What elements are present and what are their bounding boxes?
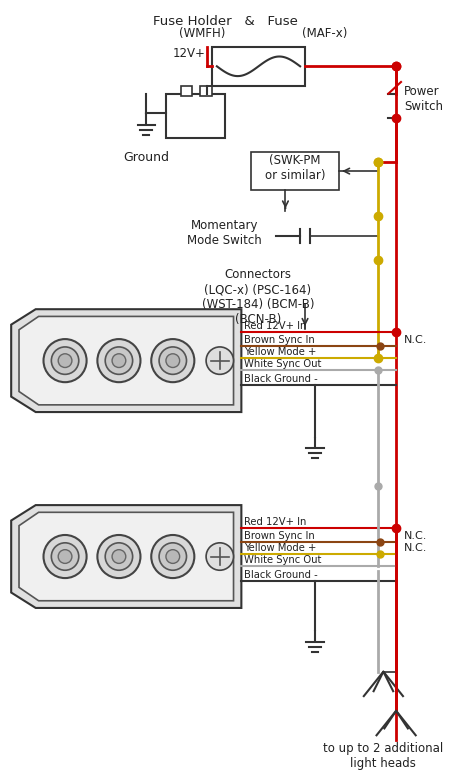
Circle shape [44,339,87,382]
Bar [251,152,339,190]
Circle shape [206,543,234,570]
Text: Ground: Ground [123,151,169,163]
Polygon shape [19,512,234,601]
Circle shape [105,347,133,375]
Text: Yellow Mode +: Yellow Mode + [244,543,316,553]
Text: Brown Sync In: Brown Sync In [244,335,315,346]
Circle shape [206,347,234,375]
Circle shape [159,543,186,570]
Text: (MAF-x): (MAF-x) [302,27,347,40]
Circle shape [112,550,126,563]
Circle shape [44,535,87,578]
Bar [180,86,192,95]
Circle shape [51,543,79,570]
Circle shape [112,353,126,368]
Circle shape [98,339,141,382]
Circle shape [58,353,72,368]
Text: (WMFH): (WMFH) [179,27,225,40]
Circle shape [151,339,194,382]
Text: Connectors
(LQC-x) (PSC-164)
(WST-184) (BCM-B)
(BCN-B): Connectors (LQC-x) (PSC-164) (WST-184) (… [202,268,314,326]
Circle shape [51,347,79,375]
Text: (SWK-PM
or similar): (SWK-PM or similar) [265,155,326,182]
Text: Red 12V+ In: Red 12V+ In [244,517,307,526]
Bar [200,86,212,95]
Text: Black Ground -: Black Ground - [244,569,318,579]
Text: Red 12V+ In: Red 12V+ In [244,321,307,331]
Polygon shape [11,505,241,608]
Text: Power
Switch: Power Switch [404,84,443,113]
Text: N.C.: N.C. [404,543,427,553]
Text: to up to 2 additional
light heads: to up to 2 additional light heads [323,742,443,770]
Polygon shape [19,317,234,405]
Text: Fuse Holder   &   Fuse: Fuse Holder & Fuse [153,16,298,28]
Circle shape [58,550,72,563]
Polygon shape [11,309,241,412]
Text: Momentary
Mode Switch: Momentary Mode Switch [187,219,262,247]
Circle shape [151,535,194,578]
Text: White Sync Out: White Sync Out [244,555,322,565]
Text: N.C.: N.C. [404,335,427,346]
Bar [166,94,225,138]
Bar [212,47,305,86]
Circle shape [166,353,180,368]
Circle shape [98,535,141,578]
Text: Brown Sync In: Brown Sync In [244,531,315,541]
Text: Black Ground -: Black Ground - [244,374,318,384]
Text: 12V+: 12V+ [172,47,205,59]
Text: N.C.: N.C. [404,531,427,541]
Circle shape [105,543,133,570]
Circle shape [166,550,180,563]
Text: Yellow Mode +: Yellow Mode + [244,347,316,357]
Circle shape [159,347,186,375]
Text: White Sync Out: White Sync Out [244,359,322,369]
